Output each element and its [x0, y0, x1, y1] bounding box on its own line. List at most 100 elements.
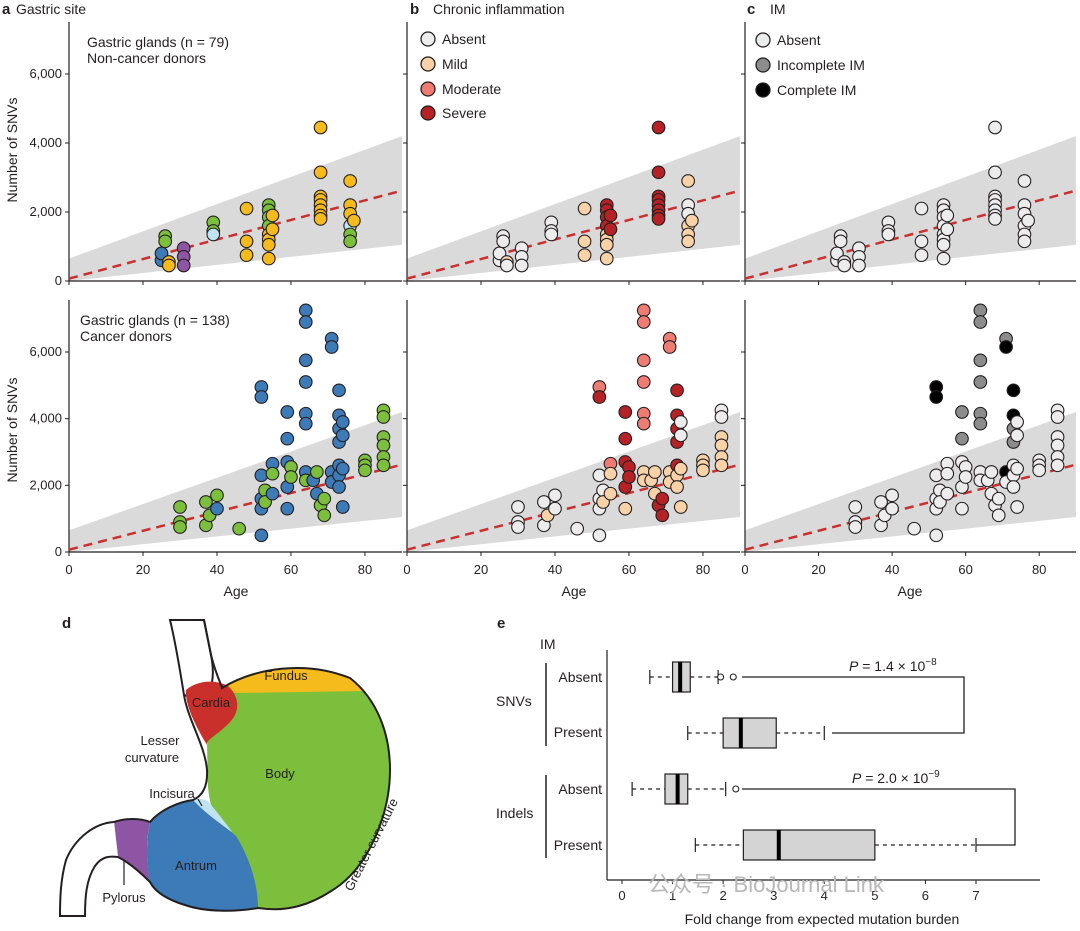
lesser-curvature-outline — [113, 694, 209, 824]
legend-marker-mild — [420, 56, 436, 72]
data-point — [210, 488, 224, 503]
boxplot-header: IM — [540, 636, 556, 652]
data-point — [848, 520, 863, 534]
xlabel-a: Age — [224, 583, 249, 599]
level-label-indel-absent: Absent — [558, 781, 602, 797]
data-point — [332, 480, 346, 494]
data-point — [622, 470, 636, 484]
data-point — [1050, 438, 1065, 453]
y-tick-label: 0 — [55, 273, 62, 288]
data-point — [991, 508, 1006, 523]
data-point — [335, 428, 350, 443]
data-point — [317, 491, 332, 506]
data-point — [335, 500, 350, 514]
label-lesser-1: Lesser — [140, 733, 180, 748]
data-point — [310, 465, 324, 479]
data-point — [280, 431, 295, 446]
data-point — [1032, 463, 1047, 478]
expected-trend-line — [744, 463, 1077, 551]
data-point — [577, 248, 592, 262]
data-point — [511, 500, 525, 514]
data-point — [592, 390, 607, 404]
data-point — [852, 258, 866, 273]
panel-letter-d: d — [62, 615, 71, 632]
data-point — [298, 416, 313, 431]
data-point — [991, 491, 1006, 506]
legend-marker-im-incomplete — [755, 57, 771, 73]
watermark-text: 公众号 · BioJournal Link — [648, 872, 885, 897]
data-point — [298, 375, 313, 389]
row-label-top-1: Gastric glands (n = 79) — [87, 34, 229, 50]
scatter-inflammation-noncancer — [403, 22, 741, 285]
data-point — [154, 246, 169, 261]
data-point — [537, 495, 551, 509]
scatter-im-noncancer — [741, 22, 1077, 285]
legend-label-im-incomplete: Incomplete IM — [777, 57, 865, 73]
data-point — [599, 251, 614, 266]
data-point — [603, 466, 618, 481]
data-point — [636, 303, 651, 318]
data-point — [199, 495, 213, 509]
boxplot-x-tick-label: 1 — [669, 888, 676, 903]
data-point — [500, 258, 514, 273]
legend-marker-absent — [420, 31, 436, 47]
data-point — [955, 405, 969, 419]
boxplot-fold-change: 0 1 2 3 4 5 6 7 — [606, 650, 1040, 903]
scatter-site-cancer: 0 2,000 4,000 6,000 0 20 40 60 80 — [29, 300, 403, 577]
data-point — [313, 120, 328, 135]
data-point — [577, 201, 592, 216]
data-point — [885, 488, 899, 503]
expected-trend-line — [406, 463, 741, 551]
data-point — [265, 208, 280, 223]
box-outlier — [717, 673, 725, 681]
data-point — [984, 465, 999, 479]
x-tick-label: 40 — [885, 562, 899, 577]
data-point — [280, 501, 295, 516]
data-point — [335, 415, 350, 429]
data-point — [929, 528, 944, 543]
pvalue-snvs-text: = 1.4 × 10 — [858, 658, 925, 674]
data-point — [973, 416, 988, 431]
data-point — [973, 303, 988, 318]
panel-title-b: Chronic inflammation — [433, 1, 565, 17]
data-point — [548, 501, 562, 516]
x-tick-label: 60 — [284, 562, 298, 577]
data-point — [603, 486, 618, 501]
data-point — [940, 466, 955, 481]
data-point — [914, 234, 929, 249]
data-point — [347, 213, 361, 228]
data-point — [239, 201, 254, 216]
data-point — [376, 438, 391, 453]
data-point — [210, 501, 224, 516]
legend-label-mild: Mild — [442, 56, 468, 72]
data-point — [681, 174, 696, 188]
data-point — [685, 213, 699, 228]
y-tick-label: 6,000 — [29, 66, 62, 81]
label-antrum: Antrum — [175, 858, 217, 873]
data-point — [940, 208, 955, 223]
pylorus-region — [114, 819, 150, 882]
data-point — [239, 234, 254, 249]
box-iqr — [722, 717, 777, 749]
y-tick-label: 0 — [55, 544, 62, 559]
level-label-snv-absent: Absent — [558, 669, 602, 685]
label-incisura: Incisura — [149, 786, 195, 801]
data-point — [514, 258, 529, 273]
data-point — [313, 165, 328, 180]
legend-label-moderate: Moderate — [442, 81, 501, 97]
data-point — [592, 528, 607, 543]
data-point — [714, 458, 729, 473]
data-point — [343, 174, 358, 188]
data-point — [848, 500, 863, 514]
data-point — [511, 520, 525, 534]
data-point — [332, 383, 346, 398]
data-point — [317, 508, 332, 523]
label-cardia: Cardia — [192, 695, 231, 710]
scatter-inflammation-cancer: 0 20 40 60 80 — [403, 300, 741, 577]
data-point — [603, 208, 618, 223]
data-point — [298, 315, 313, 329]
incisura-pointer — [197, 798, 203, 807]
pvalue-snvs: P = 1.4 × 10−8 — [849, 657, 937, 674]
boxplot-x-tick-label: 7 — [972, 888, 979, 903]
